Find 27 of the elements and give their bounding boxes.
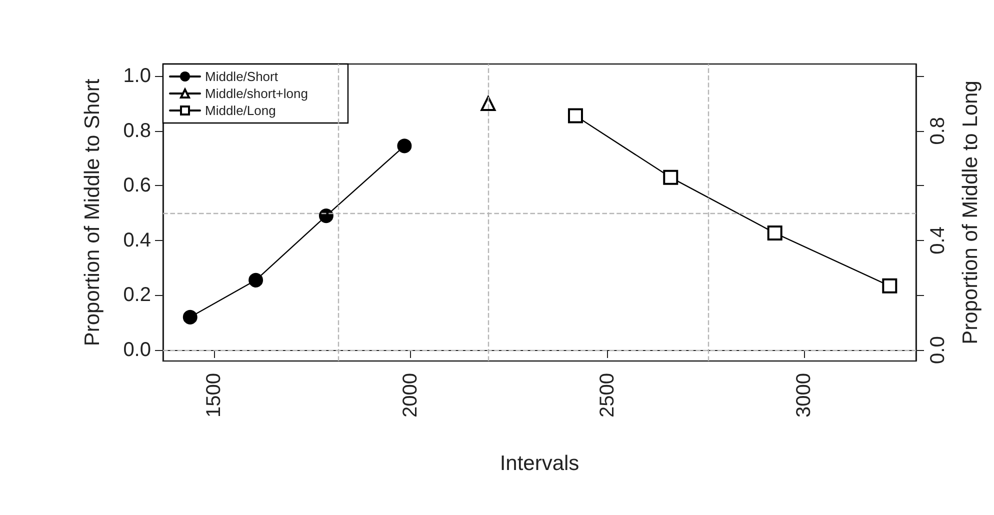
y-tick-label: 0.2 xyxy=(123,284,151,306)
legend-label: Middle/Short xyxy=(205,69,278,84)
x-tick-label: 2000 xyxy=(400,373,422,418)
y-tick-label: 0.4 xyxy=(123,229,151,252)
x-axis-title: Intervals xyxy=(500,452,580,475)
y-tick-label: 1.0 xyxy=(123,65,151,88)
point xyxy=(767,226,782,241)
y2-axis-title: Proportion of Middle to Long xyxy=(959,80,982,344)
point xyxy=(182,310,198,324)
point xyxy=(248,272,264,288)
point xyxy=(882,278,898,294)
y2-tick-label: 0.0 xyxy=(927,336,949,364)
x-tick-label: 2500 xyxy=(596,373,618,418)
point xyxy=(568,108,583,124)
legend-label: Middle/short+long xyxy=(205,86,308,101)
y2-tick-label: 0.8 xyxy=(927,116,949,145)
y-tick-label: 0.8 xyxy=(123,120,151,142)
x-tick-label: 1500 xyxy=(203,373,226,418)
y2-tick-label: 0.4 xyxy=(927,226,949,254)
point xyxy=(318,208,334,224)
point xyxy=(397,138,412,154)
legend-label: Middle/Long xyxy=(205,103,276,118)
y-axis-title: Proportion of Middle to Short xyxy=(81,78,104,346)
x-tick-label: 3000 xyxy=(792,373,815,418)
y-tick-label: 0.6 xyxy=(123,174,151,197)
y-tick-label: 0.0 xyxy=(123,339,151,362)
point xyxy=(663,170,678,185)
